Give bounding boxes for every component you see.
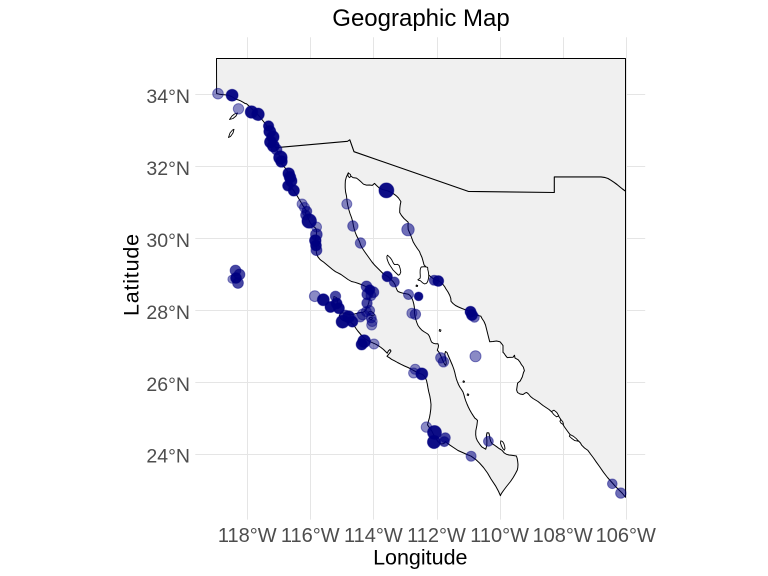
svg-text:34°N: 34°N — [146, 86, 190, 108]
svg-text:108°W: 108°W — [533, 525, 593, 547]
svg-text:28°N: 28°N — [146, 302, 190, 324]
svg-text:Longitude: Longitude — [373, 546, 467, 570]
svg-text:116°W: 116°W — [281, 525, 340, 547]
svg-text:30°N: 30°N — [146, 230, 190, 252]
svg-text:112°W: 112°W — [407, 525, 466, 547]
svg-text:24°N: 24°N — [146, 446, 190, 468]
svg-text:110°W: 110°W — [470, 525, 529, 547]
svg-text:Geographic Map: Geographic Map — [332, 5, 509, 32]
svg-text:106°W: 106°W — [596, 525, 656, 547]
svg-text:26°N: 26°N — [146, 374, 190, 396]
svg-text:Latitude: Latitude — [120, 233, 144, 316]
svg-text:32°N: 32°N — [146, 158, 190, 180]
svg-text:118°W: 118°W — [218, 525, 277, 547]
svg-text:114°W: 114°W — [344, 525, 403, 547]
